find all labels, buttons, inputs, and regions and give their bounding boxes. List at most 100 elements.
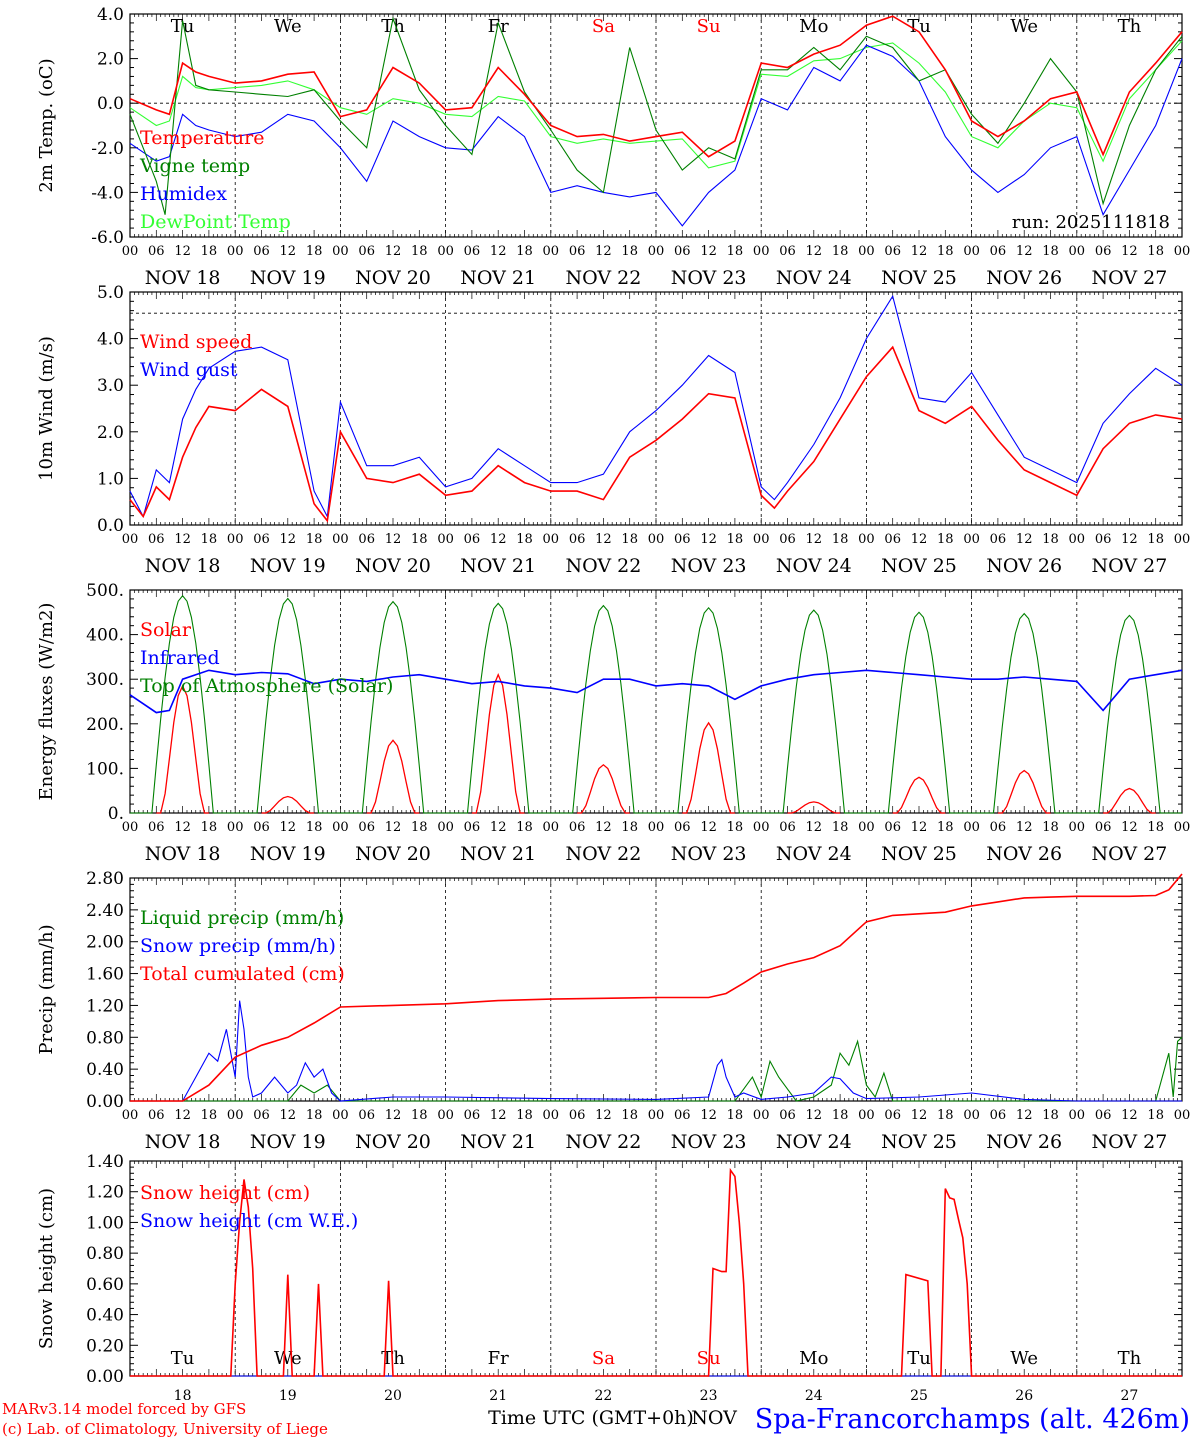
series-solar bbox=[682, 721, 735, 814]
date-label: NOV 19 bbox=[250, 1131, 326, 1153]
hour-tick-label: 18 bbox=[832, 532, 849, 547]
hour-tick-label: 06 bbox=[1095, 532, 1112, 547]
date-label: NOV 21 bbox=[460, 555, 536, 577]
day-name-label: Tu bbox=[171, 1348, 195, 1369]
date-label: NOV 20 bbox=[355, 1131, 431, 1153]
date-label: NOV 25 bbox=[881, 1131, 957, 1153]
series-toa-solar bbox=[550, 604, 656, 814]
credit-line-1: MARv3.14 model forced by GFS bbox=[2, 1400, 246, 1418]
legend-label: Humidex bbox=[140, 183, 227, 205]
series-solar bbox=[787, 801, 841, 814]
panel-1: -6.0 -4.0 -2.0 0.0 2.0 4.0 2m Temp. (oC) 00 06 12… bbox=[36, 5, 1190, 289]
legend-label: Snow precip (mm/h) bbox=[140, 935, 336, 957]
legend-label: Solar bbox=[140, 619, 192, 641]
hour-tick-label: 12 bbox=[806, 820, 823, 835]
hour-tick-label: 18 bbox=[516, 1108, 533, 1123]
legend-label: Wind speed bbox=[140, 331, 252, 353]
series-solar bbox=[892, 776, 946, 814]
hour-tick-label: 00 bbox=[437, 820, 454, 835]
date-label: NOV 26 bbox=[986, 843, 1062, 865]
day-name-label: Tu bbox=[907, 1348, 931, 1369]
hour-tick-label: 12 bbox=[1016, 820, 1033, 835]
day-name-label: Mo bbox=[799, 16, 828, 37]
hour-tick-label: 18 bbox=[516, 820, 533, 835]
y-tick-label: 5.0 bbox=[97, 283, 124, 303]
hour-tick-label: 18 bbox=[306, 820, 323, 835]
day-number-label: 19 bbox=[279, 1388, 297, 1404]
date-label: NOV 24 bbox=[776, 555, 852, 577]
panel-3: 0. 100. 200. 300. 400. 500. Energy fluxes (W/m… bbox=[36, 581, 1190, 865]
legend-label: Infrared bbox=[140, 647, 220, 669]
series-vigne-temp bbox=[129, 16, 1183, 215]
month-label: NOV bbox=[691, 1407, 737, 1429]
hour-tick-label: 18 bbox=[1042, 244, 1059, 259]
series-solar bbox=[366, 739, 420, 814]
hour-tick-label: 18 bbox=[727, 1108, 744, 1123]
y-tick-label: 1.20 bbox=[86, 996, 124, 1016]
date-label: NOV 22 bbox=[565, 1131, 641, 1153]
hour-tick-label: 00 bbox=[543, 1108, 560, 1123]
panel-4: 0.00 0.40 0.80 1.20 1.60 2.00 2.40 2.80 Precip (… bbox=[36, 869, 1190, 1153]
hour-tick-label: 18 bbox=[937, 244, 954, 259]
date-label: NOV 24 bbox=[776, 267, 852, 289]
y-tick-label: 4.0 bbox=[97, 5, 124, 25]
y-tick-label: 0.0 bbox=[97, 516, 124, 536]
hour-tick-label: 06 bbox=[779, 532, 796, 547]
day-name-label: We bbox=[274, 1348, 302, 1369]
hour-tick-label: 12 bbox=[1121, 244, 1138, 259]
hour-tick-label: 00 bbox=[648, 820, 665, 835]
hour-tick-label: 12 bbox=[385, 1108, 402, 1123]
hour-tick-label: 00 bbox=[1069, 244, 1086, 259]
hour-tick-label: 00 bbox=[1069, 1108, 1086, 1123]
hour-tick-label: 18 bbox=[1042, 820, 1059, 835]
hour-tick-label: 18 bbox=[937, 820, 954, 835]
date-label: NOV 22 bbox=[565, 267, 641, 289]
y-tick-label: 0.00 bbox=[86, 1367, 124, 1387]
date-label: NOV 27 bbox=[1091, 555, 1167, 577]
y-tick-label: 0.0 bbox=[97, 94, 124, 114]
hour-tick-label: 06 bbox=[779, 244, 796, 259]
y-tick-label: 2.0 bbox=[97, 50, 124, 70]
hour-tick-label: 18 bbox=[516, 532, 533, 547]
y-tick-label: 300. bbox=[86, 670, 124, 690]
y-tick-label: 0.40 bbox=[86, 1060, 124, 1080]
hour-tick-label: 00 bbox=[1174, 820, 1191, 835]
hour-tick-label: 12 bbox=[1121, 820, 1138, 835]
date-label: NOV 21 bbox=[460, 1131, 536, 1153]
hour-tick-label: 06 bbox=[148, 532, 165, 547]
hour-tick-label: 18 bbox=[1147, 532, 1164, 547]
hour-tick-label: 18 bbox=[937, 1108, 954, 1123]
hour-tick-label: 00 bbox=[332, 820, 349, 835]
hour-tick-label: 06 bbox=[569, 244, 586, 259]
hour-tick-label: 00 bbox=[122, 532, 139, 547]
legend-label: Top of Atmosphere (Solar) bbox=[140, 675, 393, 697]
hour-tick-label: 06 bbox=[884, 820, 901, 835]
hour-tick-label: 00 bbox=[332, 1108, 349, 1123]
hour-tick-label: 06 bbox=[253, 244, 270, 259]
hour-tick-label: 06 bbox=[569, 820, 586, 835]
date-label: NOV 20 bbox=[355, 843, 431, 865]
hour-tick-label: 00 bbox=[122, 820, 139, 835]
hour-tick-label: 18 bbox=[832, 820, 849, 835]
hour-tick-label: 06 bbox=[674, 532, 691, 547]
day-name-label: Th bbox=[1118, 1348, 1142, 1369]
y-tick-label: 0.60 bbox=[86, 1275, 124, 1295]
hour-tick-label: 12 bbox=[911, 1108, 928, 1123]
hour-tick-label: 00 bbox=[122, 244, 139, 259]
series-toa-solar bbox=[866, 611, 972, 814]
y-tick-label: 2.0 bbox=[97, 423, 124, 443]
hour-tick-label: 12 bbox=[1016, 1108, 1033, 1123]
series-toa-solar bbox=[761, 609, 867, 814]
hour-tick-label: 18 bbox=[201, 820, 218, 835]
y-axis-label: 2m Temp. (oC) bbox=[36, 58, 57, 192]
hour-tick-label: 18 bbox=[832, 1108, 849, 1123]
y-tick-label: 500. bbox=[86, 581, 124, 601]
hour-tick-label: 18 bbox=[516, 244, 533, 259]
hour-tick-label: 06 bbox=[148, 820, 165, 835]
day-name-label: We bbox=[274, 16, 302, 37]
hour-tick-label: 06 bbox=[569, 1108, 586, 1123]
hour-tick-label: 06 bbox=[674, 244, 691, 259]
date-label: NOV 26 bbox=[986, 555, 1062, 577]
legend-label: Vigne temp bbox=[139, 155, 250, 177]
